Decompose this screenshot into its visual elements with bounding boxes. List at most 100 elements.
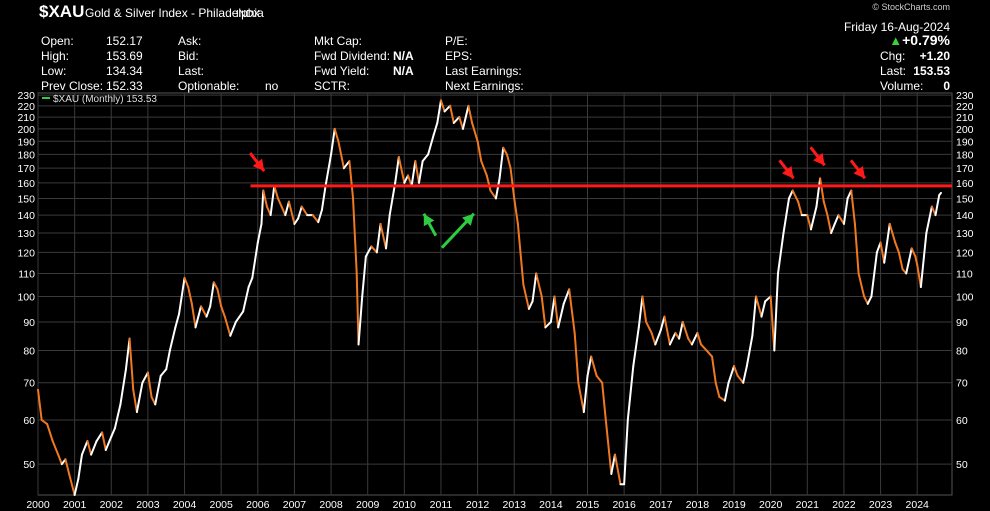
price-segment (925, 205, 933, 235)
price-segment (522, 283, 530, 310)
y-tick-label: 50 (23, 459, 35, 471)
price-segment (458, 116, 464, 130)
price-segment (95, 431, 104, 443)
price-segment (73, 478, 80, 496)
x-tick-label: 2021 (796, 499, 820, 511)
price-segment (200, 305, 208, 318)
y-tick-label: 70 (23, 378, 35, 390)
x-tick-label: 2012 (466, 499, 490, 511)
price-segment (610, 453, 616, 475)
mkt-cap-label: Mkt Cap: (314, 34, 363, 48)
y-tick-label: 80 (23, 345, 35, 357)
x-tick-label: 2018 (686, 499, 710, 511)
y-tick-label: 190 (17, 136, 35, 148)
price-segment (330, 127, 336, 156)
price-segment (104, 435, 113, 452)
y-tick-label: 80 (956, 345, 968, 357)
price-segment (853, 222, 860, 275)
red-arrow-icon-head (813, 152, 825, 166)
price-segment (641, 295, 648, 323)
y-tick-label: 130 (956, 228, 974, 240)
last-price-label: Last: (880, 64, 907, 78)
price-segment (439, 99, 446, 113)
price-segment (645, 320, 653, 334)
y-tick-label: 230 (17, 90, 35, 102)
y-tick-label: 170 (956, 163, 974, 175)
price-segment (209, 281, 215, 308)
price-segment (637, 295, 644, 329)
price-segment (502, 146, 508, 156)
price-segment (101, 431, 107, 452)
eps-label: EPS: (445, 49, 473, 63)
price-segment (690, 331, 699, 346)
x-tick-label: 2008 (319, 499, 343, 511)
price-segment (317, 209, 323, 224)
price-segment (623, 419, 629, 486)
low-value: 134.34 (106, 64, 143, 78)
price-segment (815, 177, 822, 208)
price-segment (826, 214, 833, 235)
red-arrow-icon-head (853, 165, 865, 179)
price-segment (830, 222, 836, 235)
price-segment (938, 191, 943, 197)
price-segment (879, 241, 886, 264)
price-segment (659, 315, 666, 332)
x-tick-label: 2011 (430, 499, 453, 511)
price-segment (128, 337, 135, 391)
price-segment (187, 286, 193, 305)
price-segment (86, 440, 93, 456)
price-segment (352, 197, 358, 275)
price-segment (654, 329, 662, 346)
price-segment (787, 189, 794, 200)
price-segment (700, 343, 708, 352)
y-tick-label: 160 (956, 178, 974, 190)
price-segment (238, 310, 245, 318)
price-segment (132, 388, 138, 414)
price-segment (119, 368, 127, 406)
green-arrow-icon-head (423, 213, 435, 227)
y-tick-label: 120 (956, 247, 974, 259)
price-segment (256, 222, 263, 244)
price-segment (723, 381, 730, 402)
price-segment (414, 160, 420, 184)
x-tick-label: 2014 (539, 499, 563, 511)
price-segment (562, 288, 571, 305)
y-tick-label: 190 (956, 136, 974, 148)
price-segment (311, 214, 320, 224)
price-segment (154, 374, 162, 406)
price-segment (632, 326, 640, 368)
price-segment (260, 189, 265, 225)
price-segment (212, 281, 219, 291)
price-segment (141, 371, 149, 384)
price-segment (357, 295, 364, 346)
fwd-dividend-label: Fwd Dividend: (314, 49, 391, 63)
x-tick-label: 2022 (832, 499, 856, 511)
price-segment (910, 247, 917, 258)
quote-date: Friday 16-Aug-2024 (843, 20, 950, 34)
price-segment (489, 189, 497, 200)
y-tick-label: 60 (23, 415, 35, 427)
price-segment (476, 140, 483, 163)
price-segment (113, 403, 122, 430)
price-segment (361, 255, 367, 298)
price-segment (776, 232, 785, 275)
price-segment (505, 153, 512, 170)
price-segment (822, 200, 829, 217)
price-segment (467, 104, 474, 124)
price-segment (436, 99, 442, 124)
price-segment (385, 214, 391, 250)
price-line (37, 99, 943, 496)
price-segment (348, 160, 355, 200)
green-arrow-icon-head (462, 213, 474, 226)
price-segment (549, 295, 556, 323)
low-label: Low: (41, 64, 67, 78)
security-name: Gold & Silver Index - Philadelphia (85, 6, 264, 20)
price-segment (557, 302, 565, 329)
price-segment (165, 349, 171, 371)
price-segment (613, 453, 622, 486)
price-segment (229, 320, 237, 337)
price-segment (866, 295, 873, 305)
price-segment (857, 272, 866, 298)
price-segment (663, 315, 671, 346)
x-tick-label: 2002 (100, 499, 124, 511)
